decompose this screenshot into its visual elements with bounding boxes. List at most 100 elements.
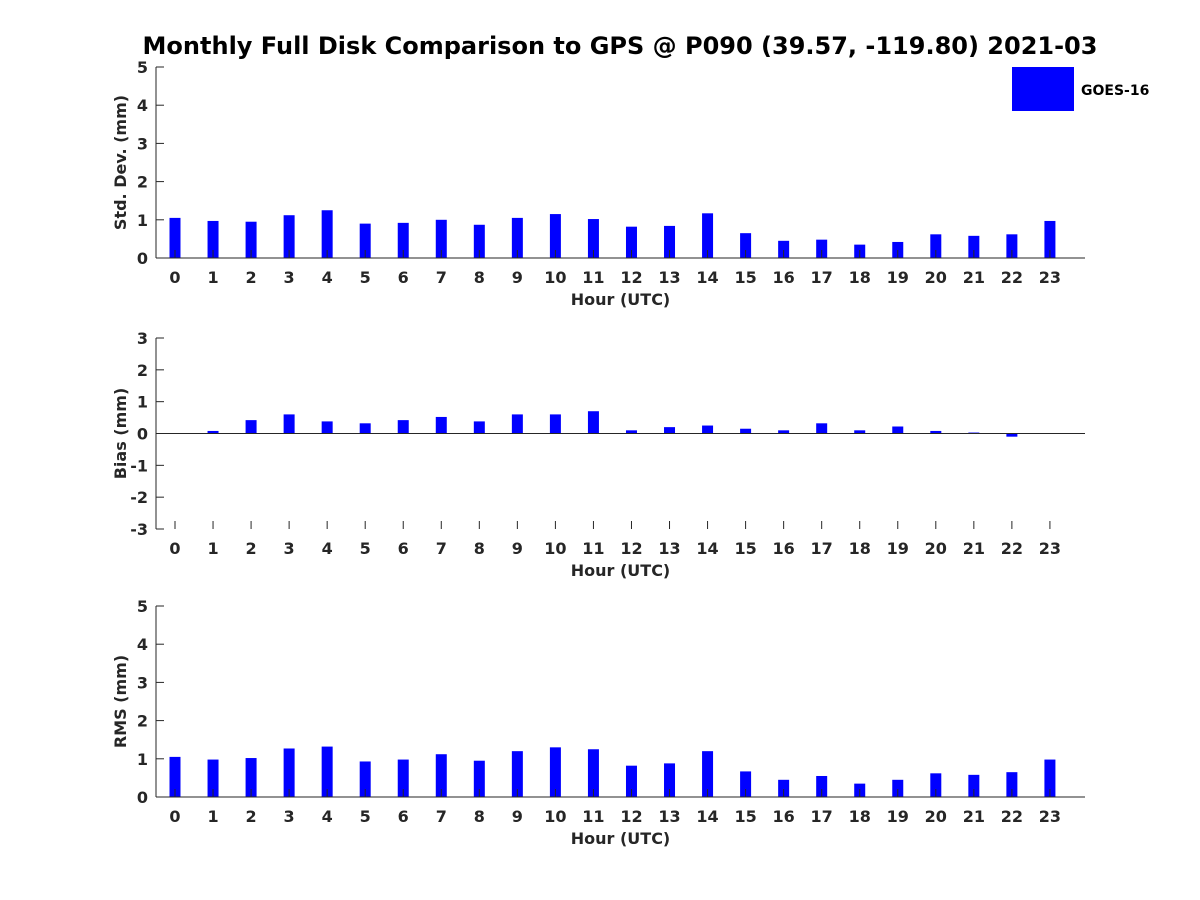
std-dev-x-tick-label: 6 — [398, 268, 409, 287]
rms-y-tick-label: 0 — [137, 788, 148, 807]
std-dev-bar-7 — [435, 219, 447, 258]
rms-bar-16 — [778, 779, 790, 797]
rms-bar-7 — [435, 754, 447, 797]
rms-x-tick-label: 7 — [436, 807, 447, 826]
std-dev-y-tick-label: 1 — [137, 211, 148, 230]
std-dev-bar-6 — [397, 222, 409, 258]
std-dev-y-tick-label: 0 — [137, 249, 148, 268]
std-dev-bar-20 — [930, 234, 942, 258]
bias-y-tick-label: 1 — [137, 393, 148, 412]
bias-x-tick-label: 0 — [169, 539, 180, 558]
rms-bar-10 — [549, 747, 561, 797]
bias-y-tick-label: 2 — [137, 361, 148, 380]
rms-bar-17 — [816, 775, 828, 797]
std-dev-bar-22 — [1006, 234, 1018, 258]
rms-bar-13 — [664, 763, 676, 797]
bias-bar-7 — [435, 416, 447, 434]
rms-x-tick-label: 12 — [620, 807, 642, 826]
std-dev-x-tick-label: 20 — [925, 268, 947, 287]
std-dev-x-tick-label: 2 — [246, 268, 257, 287]
rms-x-tick-label: 8 — [474, 807, 485, 826]
rms-bar-21 — [968, 774, 980, 797]
rms-y-tick-label: 4 — [137, 635, 148, 654]
rms-bar-0 — [169, 756, 181, 797]
std-dev-x-tick-label: 13 — [658, 268, 680, 287]
bias-bar-22 — [1006, 433, 1018, 437]
rms-x-tick-label: 17 — [811, 807, 833, 826]
std-dev-bar-10 — [549, 214, 561, 258]
std-dev-y-tick-label: 4 — [137, 96, 148, 115]
rms-bar-4 — [321, 746, 333, 797]
rms-x-tick-label: 5 — [360, 807, 371, 826]
rms-bar-1 — [207, 759, 219, 797]
rms-bar-9 — [511, 751, 523, 797]
bias-bar-8 — [473, 421, 485, 434]
std-dev-x-tick-label: 19 — [887, 268, 909, 287]
std-dev-bar-12 — [625, 226, 637, 258]
std-dev-x-tick-label: 15 — [734, 268, 756, 287]
bias-x-tick-label: 20 — [925, 539, 947, 558]
rms-bar-22 — [1006, 772, 1018, 797]
bias-bar-9 — [511, 414, 523, 434]
std-dev-x-tick-label: 5 — [360, 268, 371, 287]
bias-x-tick-label: 1 — [207, 539, 218, 558]
bias-y-tick-label: -1 — [130, 456, 148, 475]
bias-x-tick-label: 14 — [696, 539, 718, 558]
rms-y-tick-label: 3 — [137, 673, 148, 692]
bias-x-tick-label: 11 — [582, 539, 604, 558]
bias-x-tick-label: 21 — [963, 539, 985, 558]
bias-x-tick-label: 15 — [734, 539, 756, 558]
std-dev-x-tick-label: 11 — [582, 268, 604, 287]
bias-x-tick-label: 12 — [620, 539, 642, 558]
rms-x-tick-label: 9 — [512, 807, 523, 826]
bias-x-tick-label: 23 — [1039, 539, 1061, 558]
std-dev-x-tick-label: 18 — [849, 268, 871, 287]
bias-bar-13 — [664, 427, 676, 434]
bias-y-tick-label: 3 — [137, 329, 148, 348]
std-dev-x-tick-label: 1 — [207, 268, 218, 287]
rms-bar-6 — [397, 759, 409, 797]
rms-x-tick-label: 10 — [544, 807, 566, 826]
bias-x-tick-label: 8 — [474, 539, 485, 558]
std-dev-bar-17 — [816, 239, 828, 258]
rms-bar-15 — [740, 771, 752, 797]
rms-x-tick-label: 19 — [887, 807, 909, 826]
bias-bar-18 — [854, 430, 866, 434]
rms-x-tick-label: 18 — [849, 807, 871, 826]
bias-bar-10 — [549, 414, 561, 434]
bias-bar-17 — [816, 423, 828, 434]
bias-x-tick-label: 18 — [849, 539, 871, 558]
rms-x-tick-label: 16 — [773, 807, 795, 826]
std-dev-x-tick-label: 8 — [474, 268, 485, 287]
bias-x-tick-label: 10 — [544, 539, 566, 558]
std-dev-x-tick-label: 14 — [696, 268, 718, 287]
rms-x-tick-label: 1 — [207, 807, 218, 826]
rms-x-tick-label: 0 — [169, 807, 180, 826]
std-dev-x-tick-label: 3 — [284, 268, 295, 287]
rms-bar-3 — [283, 748, 295, 797]
std-dev-bar-5 — [359, 223, 371, 258]
std-dev-y-tick-label: 5 — [137, 58, 148, 77]
rms-bar-8 — [473, 760, 485, 797]
std-dev-x-tick-label: 4 — [322, 268, 333, 287]
rms-x-tick-label: 11 — [582, 807, 604, 826]
bias-bar-19 — [892, 426, 904, 434]
rms-y-tick-label: 1 — [137, 750, 148, 769]
std-dev-x-tick-label: 0 — [169, 268, 180, 287]
bias-x-tick-label: 3 — [284, 539, 295, 558]
rms-bar-5 — [359, 761, 371, 797]
std-dev-x-tick-label: 16 — [773, 268, 795, 287]
rms-bar-12 — [625, 765, 637, 797]
std-dev-x-tick-label: 23 — [1039, 268, 1061, 287]
std-dev-bar-15 — [740, 233, 752, 258]
rms-x-tick-label: 22 — [1001, 807, 1023, 826]
bias-x-tick-label: 4 — [322, 539, 333, 558]
rms-bar-11 — [587, 749, 599, 797]
std-dev-bar-23 — [1044, 220, 1056, 258]
std-dev-x-tick-label: 10 — [544, 268, 566, 287]
bias-bar-14 — [702, 425, 714, 434]
rms-x-tick-label: 6 — [398, 807, 409, 826]
std-dev-bar-11 — [587, 219, 599, 258]
